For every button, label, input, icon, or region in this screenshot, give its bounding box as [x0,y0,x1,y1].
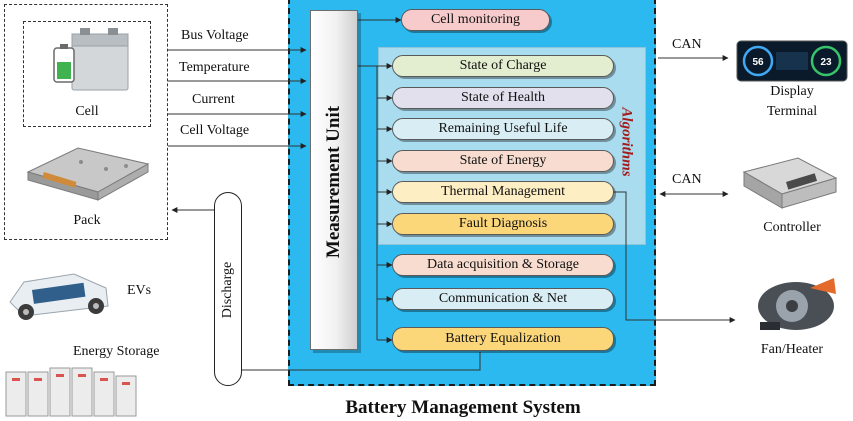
communication-net-box: Communication & Net [392,288,614,310]
state-of-energy-box: State of Energy [392,150,614,172]
algorithms-panel [378,47,646,245]
current-label: Current [192,92,235,107]
discharge-box [214,192,242,386]
display-terminal-image: 56 23 [736,40,848,82]
data-acquisition-storage-box: Data acquisition & Storage [392,254,614,276]
energy-storage-label: Energy Storage [73,344,160,359]
display-gauge-right: 23 [820,57,832,68]
fan-heater-image [758,278,836,330]
energy-storage-image [5,367,137,417]
display-label-line2: Terminal [766,104,818,119]
display-label-line1: Display [770,84,814,99]
fan-heater-arrow [614,191,736,323]
state-of-charge-box: State of Charge [392,55,614,77]
controller-label: Controller [763,220,821,235]
diagram-title: Battery Management System [345,397,581,418]
controller-image [742,157,838,209]
battery-pack-image [26,147,150,201]
fault-diagnosis-box: Fault Diagnosis [392,213,614,235]
bus-voltage-label: Bus Voltage [181,28,249,43]
cell-voltage-label: Cell Voltage [180,123,250,138]
temperature-label: Temperature [179,60,250,75]
discharge-label: Discharge [220,261,235,319]
state-of-health-box: State of Health [392,87,614,109]
cell-monitoring-box: Cell monitoring [401,9,550,31]
battery-source-box [4,4,168,240]
fan-heater-label: Fan/Heater [760,342,824,357]
equalization-to-discharge-arrow [231,352,481,373]
measurement-unit-label: Measurement Unit [323,105,344,259]
evs-label: EVs [127,283,152,298]
battery-cell-image [53,28,129,91]
measurement-unit-block [310,10,358,350]
ev-chassis-image [9,273,109,320]
remaining-useful-life-box: Remaining Useful Life [392,118,614,140]
battery-equalization-box: Battery Equalization [392,327,614,351]
display-gauge-left: 56 [752,57,764,68]
cell-label: Cell [75,104,99,119]
can-label-controller: CAN [672,172,702,187]
pack-label: Pack [73,213,101,228]
thermal-management-box: Thermal Management [392,181,614,203]
algorithms-label: Algorithms [618,107,635,177]
can-label-display: CAN [672,37,702,52]
cell-box [23,21,151,127]
